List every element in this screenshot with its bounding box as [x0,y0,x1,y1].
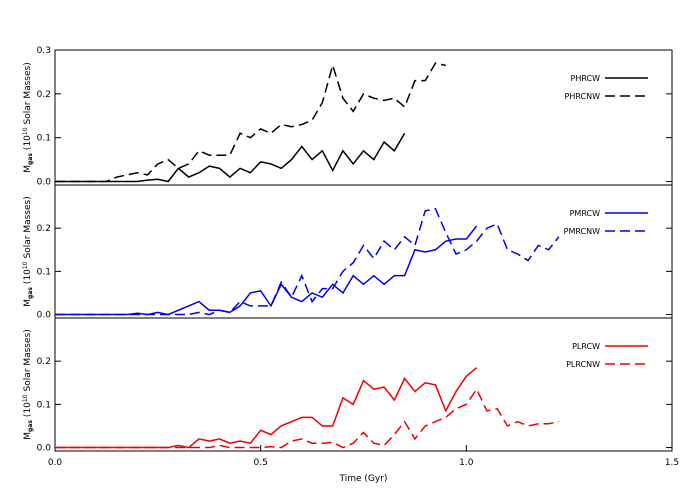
y-tick-label: 0.1 [37,267,51,277]
x-tick-label: 0.0 [48,458,63,468]
y-axis-label: Mgas (1010 Solar Masses) [22,62,34,173]
y-label-part: (10 [23,135,33,150]
legend-label: PHRCNW [565,92,601,101]
plot-frame [54,317,673,452]
plot-frame [54,49,673,186]
y-label-part: Solar Masses) [23,62,33,124]
series-line [55,132,406,183]
y-label-sup: 10 [22,127,29,135]
y-label-sub: gas [27,153,34,165]
y-axis-label: Mgas (1010 Solar Masses) [22,329,34,440]
y-axis-label: Mgas (1010 Solar Masses) [22,196,34,307]
y-label-sup: 10 [22,394,29,402]
y-label-part: (10 [23,402,33,417]
y-tick-label: 0.0 [37,177,52,187]
y-tick-label: 0.2 [37,224,51,234]
legend-label: PMRCW [570,209,600,218]
y-tick-label: 0.0 [37,444,52,454]
y-label-sub: gas [27,420,34,432]
y-tick-label: 0.0 [37,311,52,321]
series-line [55,207,560,316]
y-tick-label: 0.1 [37,134,51,144]
series-line [55,387,560,449]
y-tick-label: 0.1 [37,400,51,410]
series-line [55,367,478,449]
y-label-sup: 10 [22,261,29,269]
legend-label: PLRCW [572,342,600,351]
y-label-part: M [23,299,33,307]
x-axis-label: Time (Gyr) [339,474,388,484]
y-label-part: M [23,165,33,173]
y-tick-label: 0.2 [37,357,51,367]
y-label-part: Solar Masses) [23,196,33,258]
y-label-part: M [23,432,33,440]
legend-label: PMRCNW [564,227,600,236]
y-label-part: Solar Masses) [23,329,33,391]
y-tick-label: 0.2 [37,90,51,100]
y-tick-label: 0.3 [37,46,51,56]
series-line [55,225,478,316]
plot-frame [54,184,673,319]
legend-label: PLRCNW [566,360,600,369]
x-tick-label: 1.5 [665,458,679,468]
y-label-sub: gas [27,287,34,299]
x-tick-label: 1.0 [459,458,474,468]
series-line [55,62,446,183]
y-label-part: (10 [23,269,33,284]
legend-label: PHRCW [571,74,601,83]
x-tick-label: 0.5 [254,458,268,468]
